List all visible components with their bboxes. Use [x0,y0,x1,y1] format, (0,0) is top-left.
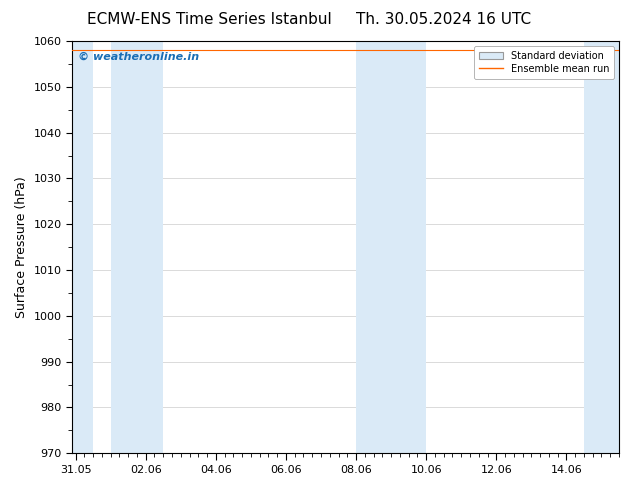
Bar [356,41,391,453]
Bar [72,41,93,453]
Text: Th. 30.05.2024 16 UTC: Th. 30.05.2024 16 UTC [356,12,531,27]
Bar [391,41,426,453]
Text: © weatheronline.in: © weatheronline.in [77,51,198,61]
Legend: Standard deviation, Ensemble mean run: Standard deviation, Ensemble mean run [474,46,614,78]
Bar [111,41,163,453]
Text: ECMW-ENS Time Series Istanbul: ECMW-ENS Time Series Istanbul [87,12,332,27]
Y-axis label: Surface Pressure (hPa): Surface Pressure (hPa) [15,176,28,318]
Bar [584,41,619,453]
